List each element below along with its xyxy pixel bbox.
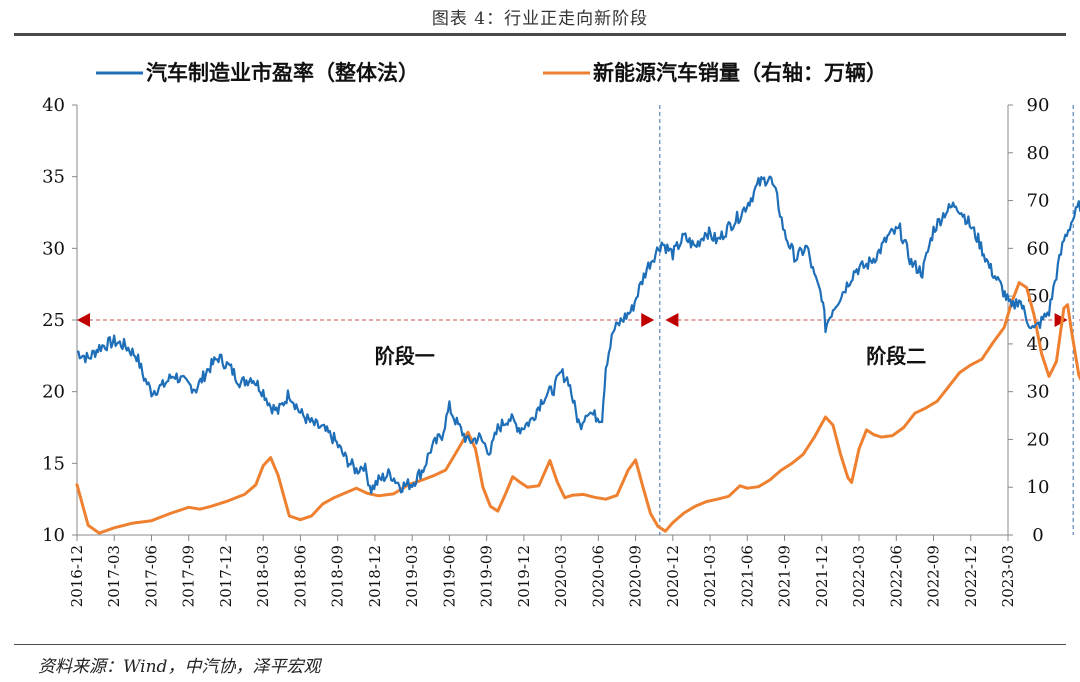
- legend-label-nev: 新能源汽车销量（右轴：万辆）: [593, 61, 887, 85]
- x-tick-label: 2017-09: [180, 545, 198, 607]
- x-tick-label: 2020-09: [627, 545, 645, 607]
- x-tick-label: 2019-06: [440, 545, 458, 607]
- x-tick-label: 2019-09: [478, 545, 496, 607]
- phase-arrow-right: [641, 313, 655, 327]
- x-tick-label: 2020-06: [589, 545, 607, 607]
- left-tick-label: 15: [42, 453, 65, 474]
- x-tick-label: 2020-03: [552, 545, 570, 607]
- right-tick-label: 20: [1027, 429, 1050, 450]
- phase-labels: 阶段一阶段二阶段三阶段四: [375, 344, 927, 368]
- left-tick-label: 10: [42, 525, 65, 546]
- x-tick-label: 2017-03: [105, 545, 123, 607]
- x-tick-label: 2022-12: [962, 545, 980, 607]
- x-tick-label: 2022-03: [850, 545, 868, 607]
- right-tick-label: 0: [1032, 525, 1043, 546]
- x-tick-label: 2021-12: [813, 545, 831, 607]
- x-tick-label: 2021-09: [776, 545, 794, 607]
- x-tick-label: 2021-03: [701, 545, 719, 607]
- x-tick-label: 2017-12: [217, 545, 235, 607]
- phase-arrow-left: [665, 313, 679, 327]
- left-tick-label: 40: [42, 95, 65, 116]
- legend: 汽车制造业市盈率（整体法） 新能源汽车销量（右轴：万辆）: [96, 61, 887, 85]
- x-tick-label: 2019-03: [403, 545, 421, 607]
- series-layer: [75, 175, 1080, 535]
- source-note: 资料来源：Wind，中汽协，泽平宏观: [38, 657, 321, 677]
- series-line-pe-ratio: [76, 175, 1080, 495]
- x-tick-label: 2020-12: [664, 545, 682, 607]
- x-tick-label: 2022-06: [887, 545, 905, 607]
- x-tick-label: 2018-12: [366, 545, 384, 607]
- right-tick-label: 50: [1027, 286, 1050, 307]
- right-tick-label: 10: [1027, 477, 1050, 498]
- phase-arrow-left: [77, 313, 90, 327]
- left-tick-label: 25: [42, 310, 65, 331]
- x-tick-label: 2023-03: [999, 545, 1017, 607]
- series-line-nev-sales: [75, 281, 1080, 535]
- right-tick-label: 80: [1027, 143, 1050, 164]
- axes: 10 15 20 25 30 35 40 0 10 20 30 40 50 60 70 80 90 2016-12…: [42, 95, 1049, 607]
- right-tick-label: 30: [1027, 382, 1050, 403]
- figure-title: 图表 4：行业正走向新阶段: [431, 9, 649, 29]
- left-tick-label: 30: [42, 238, 65, 259]
- right-tick-label: 70: [1027, 191, 1050, 212]
- x-tick-label: 2021-06: [738, 545, 756, 607]
- top-rule: [14, 33, 1066, 36]
- x-tick-label: 2018-03: [254, 545, 272, 607]
- phase-label: 阶段二: [866, 344, 926, 368]
- right-tick-label: 90: [1027, 95, 1050, 116]
- phase-label: 阶段一: [375, 344, 435, 368]
- x-tick-label: 2018-06: [291, 545, 309, 607]
- right-tick-label: 40: [1027, 334, 1050, 355]
- bottom-rule: [14, 644, 1066, 645]
- left-tick-label: 20: [42, 382, 65, 403]
- x-tick-label: 2022-09: [925, 545, 943, 607]
- legend-label-pe: 汽车制造业市盈率（整体法）: [146, 61, 419, 85]
- left-tick-label: 35: [42, 167, 65, 188]
- chart: 汽车制造业市盈率（整体法） 新能源汽车销量（右轴：万辆） 10 15 20 25 30 3…: [42, 61, 1080, 607]
- x-tick-label: 2018-09: [329, 545, 347, 607]
- x-tick-label: 2016-12: [68, 545, 86, 607]
- x-tick-label: 2019-12: [515, 545, 533, 607]
- x-tick-label: 2017-06: [142, 545, 160, 607]
- phase-annotations: [77, 105, 1080, 535]
- right-tick-label: 60: [1027, 238, 1050, 259]
